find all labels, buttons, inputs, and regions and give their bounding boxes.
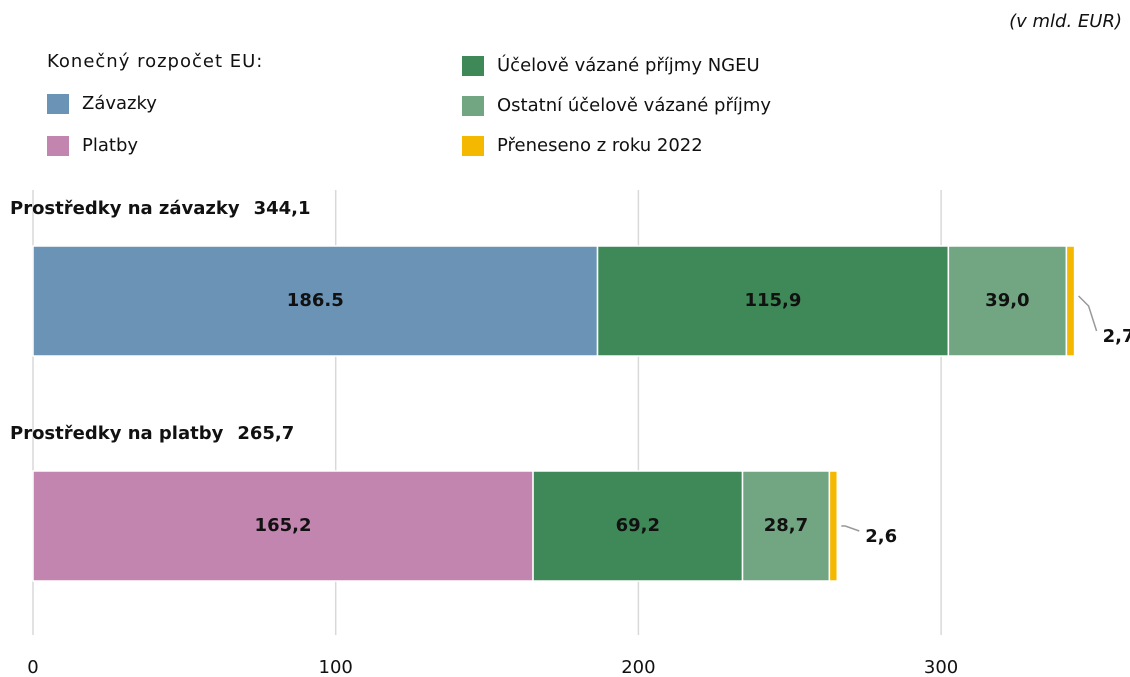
value-label: 2,7 [1103,326,1130,347]
total-label: 344,1 [254,198,311,219]
bar-segment [828,470,839,582]
category-name: Prostředky na platby [10,423,224,444]
bar-segment [1065,245,1076,357]
value-label: 186.5 [287,290,344,311]
value-label: 2,6 [865,526,897,547]
legend-label: Platby [82,135,138,156]
x-tick-label: 300 [924,657,958,677]
legend-label: Ostatní účelově vázané příjmy [497,95,771,116]
value-label: 39,0 [985,290,1029,311]
legend-swatch [462,136,484,156]
legend-swatch [47,136,69,156]
unit-note: (v mld. EUR) [1009,11,1122,32]
value-label: 165,2 [255,515,312,536]
bar-segment [32,470,534,582]
legend-swatch [47,94,69,114]
category-label: Prostředky na závazky 344,1 [10,198,311,219]
bar-segment [32,245,599,357]
x-tick-label: 200 [621,657,655,677]
legend-label: Účelově vázané příjmy NGEU [497,54,760,76]
x-tick-label: 0 [27,657,38,677]
bar-segment [947,245,1068,357]
legend-swatch [462,96,484,116]
legend-swatch [462,56,484,76]
legend-title: Konečný rozpočet EU: [47,51,263,72]
value-label: 28,7 [764,515,808,536]
x-tick-label: 100 [319,657,353,677]
legend-label: Přeneseno z roku 2022 [497,135,703,156]
category-name: Prostředky na závazky [10,198,240,219]
leader-line [841,525,860,532]
total-label: 265,7 [237,423,294,444]
bar-segment [532,470,744,582]
value-label: 69,2 [616,515,660,536]
leader-line [1078,295,1098,332]
bar-segment [596,245,950,357]
category-label: Prostředky na platby 265,7 [10,423,294,444]
bar-segment [741,470,831,582]
legend-label: Závazky [82,93,157,114]
value-label: 115,9 [744,290,801,311]
